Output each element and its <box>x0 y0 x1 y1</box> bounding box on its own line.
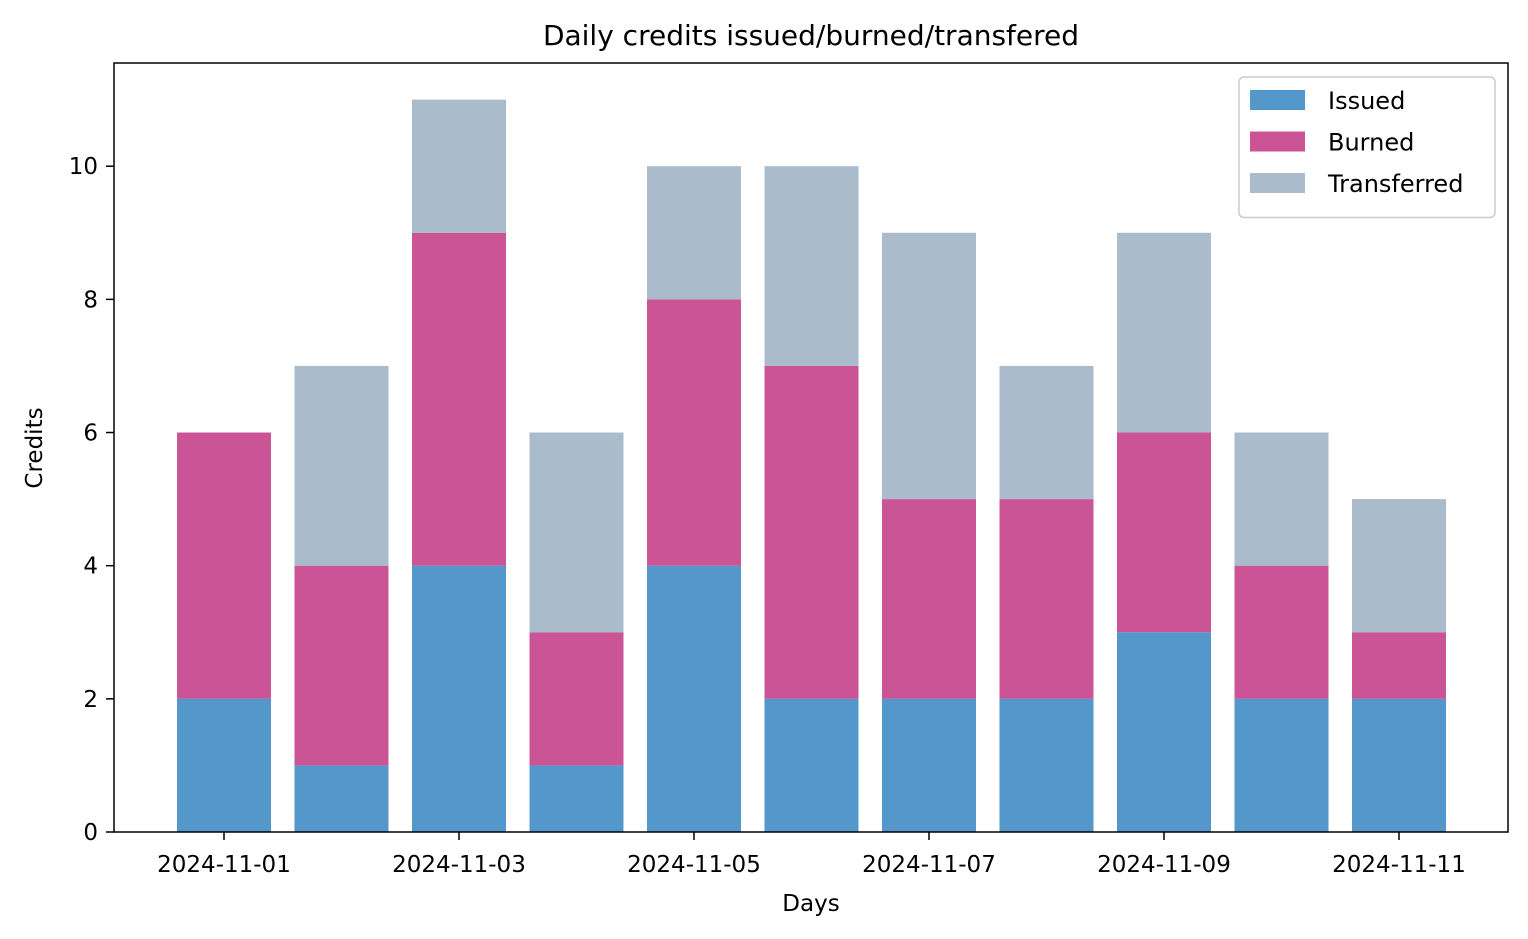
bar-transferred-2024-11-05 <box>647 166 741 300</box>
y-axis-label: Credits <box>22 407 48 488</box>
bar-issued-2024-11-01 <box>177 698 271 832</box>
y-tick-label: 10 <box>69 154 98 180</box>
legend-swatch-transferred <box>1250 173 1305 193</box>
bar-issued-2024-11-06 <box>764 698 859 832</box>
bar-burned-2024-11-08 <box>999 499 1094 699</box>
legend-label-transferred: Transferred <box>1327 170 1463 198</box>
bar-transferred-2024-11-04 <box>529 432 624 633</box>
legend-label-burned: Burned <box>1328 129 1414 157</box>
x-tick-label: 2024-11-11 <box>1332 852 1466 878</box>
legend-swatch-burned <box>1250 131 1305 152</box>
x-axis: 2024-11-01 2024-11-03 2024-11-05 2024-11-07… <box>157 832 1466 878</box>
bar-issued-2024-11-09 <box>1117 632 1211 832</box>
bar-issued-2024-11-02 <box>294 765 389 832</box>
y-tick-label: 6 <box>83 421 98 447</box>
x-tick-label: 2024-11-07 <box>862 852 996 878</box>
x-axis-label: Days <box>782 891 839 917</box>
y-tick-label: 4 <box>83 554 98 580</box>
y-tick-label: 2 <box>83 687 98 713</box>
plot-frame <box>113 62 1509 833</box>
x-tick-label: 2024-11-01 <box>157 852 291 878</box>
bar-burned-2024-11-11 <box>1352 632 1446 699</box>
bar-transferred-2024-11-09 <box>1117 232 1211 433</box>
bar-burned-2024-11-06 <box>764 365 859 699</box>
bar-transferred-2024-11-02 <box>294 365 389 566</box>
x-tick-label: 2024-11-05 <box>627 852 761 878</box>
bar-transferred-2024-11-08 <box>999 365 1094 500</box>
bar-issued-2024-11-08 <box>999 698 1094 832</box>
bar-burned-2024-11-03 <box>412 232 506 566</box>
bar-burned-2024-11-01 <box>177 432 271 699</box>
y-tick-label: 0 <box>83 820 98 846</box>
chart-title: Daily credits issued/burned/transfered <box>543 19 1079 52</box>
bar-transferred-2024-11-07 <box>882 232 976 500</box>
bar-issued-2024-11-11 <box>1352 698 1446 832</box>
bars-layer <box>177 99 1446 832</box>
legend: Issued Burned Transferred <box>1238 76 1496 219</box>
bar-transferred-2024-11-06 <box>764 166 859 366</box>
bar-transferred-2024-11-03 <box>412 99 506 233</box>
bar-burned-2024-11-05 <box>647 299 741 566</box>
x-tick-label: 2024-11-03 <box>392 852 526 878</box>
bar-issued-2024-11-07 <box>882 698 976 832</box>
bar-burned-2024-11-04 <box>529 632 624 766</box>
bar-transferred-2024-11-11 <box>1352 499 1446 633</box>
bar-burned-2024-11-10 <box>1234 565 1329 699</box>
bar-burned-2024-11-09 <box>1117 432 1211 633</box>
bar-burned-2024-11-02 <box>294 565 389 766</box>
y-axis: 0 2 4 6 8 10 <box>69 154 114 846</box>
bar-issued-2024-11-03 <box>412 565 506 832</box>
bar-transferred-2024-11-10 <box>1234 432 1329 566</box>
legend-swatch-issued <box>1250 90 1305 110</box>
bar-issued-2024-11-10 <box>1234 698 1329 832</box>
x-tick-label: 2024-11-09 <box>1097 852 1231 878</box>
y-tick-label: 8 <box>83 287 98 313</box>
bar-issued-2024-11-04 <box>529 765 624 832</box>
bar-burned-2024-11-07 <box>882 499 976 699</box>
bar-issued-2024-11-05 <box>647 565 741 832</box>
legend-label-issued: Issued <box>1328 87 1405 115</box>
